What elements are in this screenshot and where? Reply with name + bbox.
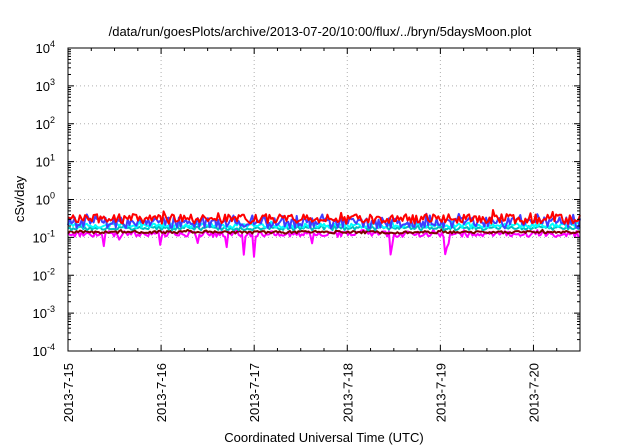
y-tick-label: 10-4 (33, 342, 55, 359)
y-tick-label: 10-3 (33, 304, 55, 321)
x-axis-label: Coordinated Universal Time (UTC) (224, 430, 423, 445)
x-tick-label: 2013-7-16 (154, 363, 169, 422)
x-tick-label: 2013-7-15 (61, 363, 76, 422)
x-tick-label: 2013-7-17 (247, 363, 262, 422)
series-line (67, 220, 581, 229)
y-axis: 104 103 102 101 100 10-1 10-2 10-3 10-4 (33, 39, 580, 359)
y-tick-label: 103 (36, 77, 55, 94)
y-tick-label: 10-2 (33, 266, 55, 283)
x-axis: 2013-7-15 2013-7-16 2013-7-17 2013-7-18 2013… (61, 48, 581, 422)
chart-title: /data/run/goesPlots/archive/2013-07-20/1… (109, 24, 532, 39)
y-tick-label: 100 (36, 191, 55, 208)
x-tick-label: 2013-7-20 (526, 363, 541, 422)
x-tick-label: 2013-7-19 (433, 363, 448, 422)
series-line (67, 209, 581, 225)
series-line (67, 228, 581, 235)
grid (68, 48, 580, 351)
y-axis-label: cSv/day (12, 175, 27, 222)
y-tick-label: 101 (36, 153, 55, 170)
x-tick-label: 2013-7-18 (340, 363, 355, 422)
series-layer (67, 209, 581, 258)
y-tick-label: 104 (36, 39, 55, 56)
y-tick-label: 10-1 (33, 228, 55, 245)
y-tick-label: 102 (36, 115, 55, 132)
